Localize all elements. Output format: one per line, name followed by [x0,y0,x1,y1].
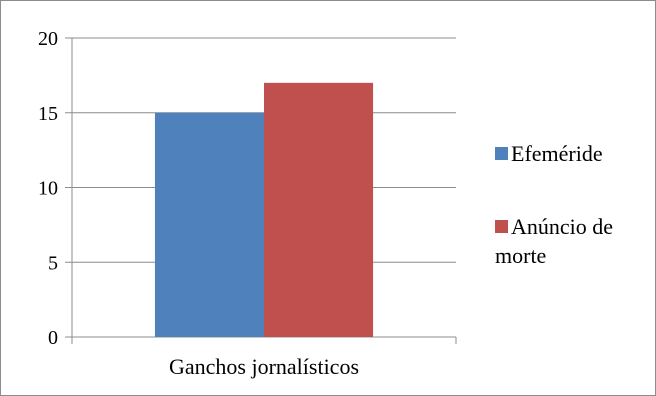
y-tick-label: 5 [48,252,58,274]
legend-swatch [495,220,508,233]
bars [154,82,374,337]
legend: Efeméride Anúncio de morte [495,141,613,268]
legend-label: Anúncio de morte [495,214,613,268]
bar-an-ncio-de-morte [264,82,374,337]
y-tick-label: 10 [38,178,58,200]
legend-label: Efeméride [511,141,603,166]
axis-labels: 0 5 10 15 20 Ganchos jornalísticos [38,28,359,379]
x-category-label: Ganchos jornalísticos [169,354,359,379]
bar-efem-ride [154,112,264,337]
y-tick-label: 20 [38,28,58,50]
y-tick-label: 0 [48,327,58,349]
legend-swatch [495,147,508,160]
y-tick-label: 15 [38,103,58,125]
